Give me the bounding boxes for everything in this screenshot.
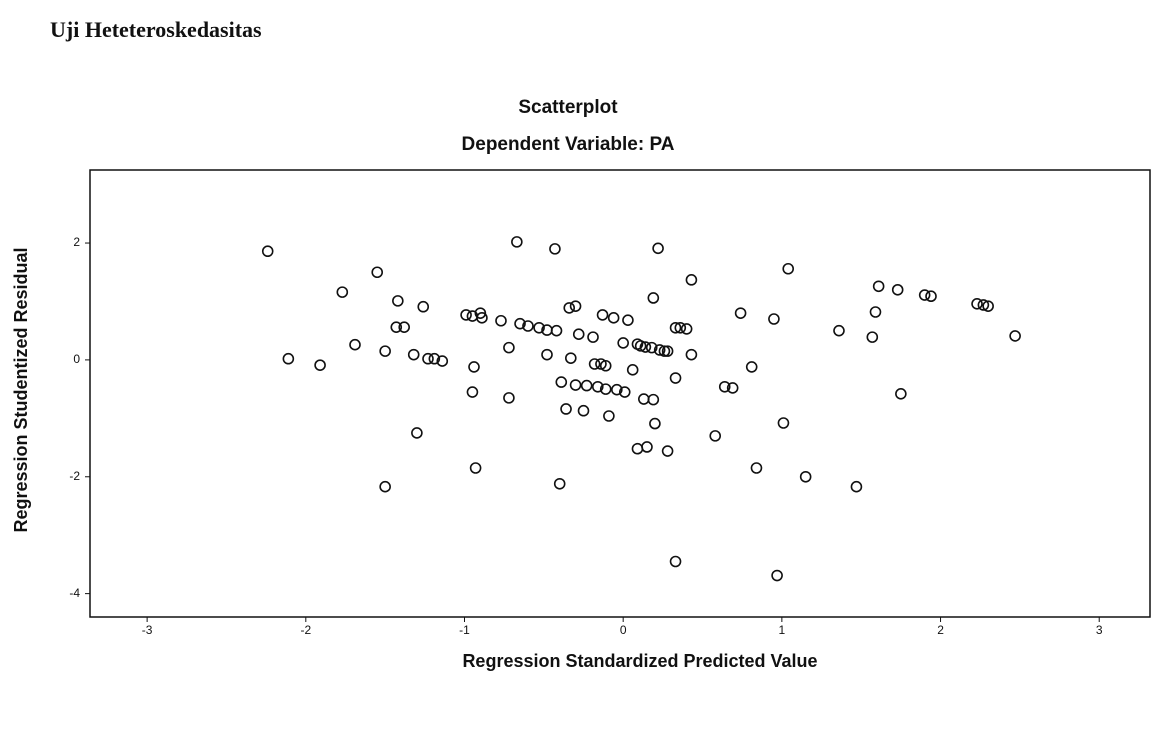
point	[598, 310, 608, 320]
point	[686, 350, 696, 360]
point	[682, 324, 692, 334]
point	[555, 479, 565, 489]
heading: Uji Heteteroskedasitas	[50, 17, 262, 42]
point	[772, 571, 782, 581]
point	[469, 362, 479, 372]
point	[747, 362, 757, 372]
point	[618, 338, 628, 348]
point	[867, 332, 877, 342]
point	[628, 365, 638, 375]
y-tick-label: -2	[69, 469, 80, 483]
point	[512, 237, 522, 247]
point	[393, 296, 403, 306]
x-axis-label: Regression Standardized Predicted Value	[462, 651, 817, 671]
y-axis-label: Regression Studentized Residual	[11, 247, 31, 532]
point	[769, 314, 779, 324]
point	[650, 419, 660, 429]
y-tick-label: 0	[73, 352, 80, 366]
point	[409, 350, 419, 360]
point	[564, 303, 574, 313]
x-tick-label: 0	[620, 623, 627, 637]
x-tick-label: 1	[779, 623, 786, 637]
point	[467, 387, 477, 397]
point	[604, 411, 614, 421]
point	[896, 389, 906, 399]
x-tick-label: 2	[937, 623, 944, 637]
point	[582, 381, 592, 391]
point	[639, 394, 649, 404]
point	[609, 313, 619, 323]
point	[686, 275, 696, 285]
point	[783, 264, 793, 274]
point	[671, 373, 681, 383]
point	[504, 343, 514, 353]
point	[380, 482, 390, 492]
point	[561, 404, 571, 414]
point	[751, 463, 761, 473]
x-tick-label: -2	[300, 623, 311, 637]
point	[736, 308, 746, 318]
point	[653, 243, 663, 253]
point	[418, 302, 428, 312]
point	[710, 431, 720, 441]
y-tick-label: -4	[69, 586, 80, 600]
point	[893, 285, 903, 295]
point	[350, 340, 360, 350]
point	[412, 428, 422, 438]
point	[571, 301, 581, 311]
point	[778, 418, 788, 428]
chart: Uji Heteteroskedasitas Scatterplot Depen…	[0, 0, 1152, 743]
point	[372, 267, 382, 277]
point	[671, 556, 681, 566]
point	[870, 307, 880, 317]
y-tick-label: 2	[73, 235, 80, 249]
point	[571, 380, 581, 390]
point	[648, 395, 658, 405]
point	[496, 316, 506, 326]
point	[1010, 331, 1020, 341]
point	[504, 393, 514, 403]
point	[588, 332, 598, 342]
point	[315, 360, 325, 370]
point	[556, 377, 566, 387]
point	[632, 444, 642, 454]
point	[642, 442, 652, 452]
point	[851, 482, 861, 492]
point	[566, 353, 576, 363]
point	[283, 354, 293, 364]
x-tick-label: -1	[459, 623, 470, 637]
x-tick-label: -3	[142, 623, 153, 637]
point	[380, 346, 390, 356]
point	[337, 287, 347, 297]
page: {"heading": "Uji Heteteroskedasitas", "c…	[0, 0, 1152, 743]
x-tick-label: 3	[1096, 623, 1103, 637]
point	[579, 406, 589, 416]
point	[550, 244, 560, 254]
point	[801, 472, 811, 482]
point	[574, 329, 584, 339]
point	[834, 326, 844, 336]
chart-title: Scatterplot	[518, 97, 618, 118]
point	[874, 281, 884, 291]
point	[471, 463, 481, 473]
point	[552, 326, 562, 336]
point	[623, 315, 633, 325]
chart-subtitle: Dependent Variable: PA	[462, 134, 675, 155]
point	[663, 446, 673, 456]
point	[542, 350, 552, 360]
point	[263, 246, 273, 256]
point	[648, 293, 658, 303]
point	[926, 291, 936, 301]
